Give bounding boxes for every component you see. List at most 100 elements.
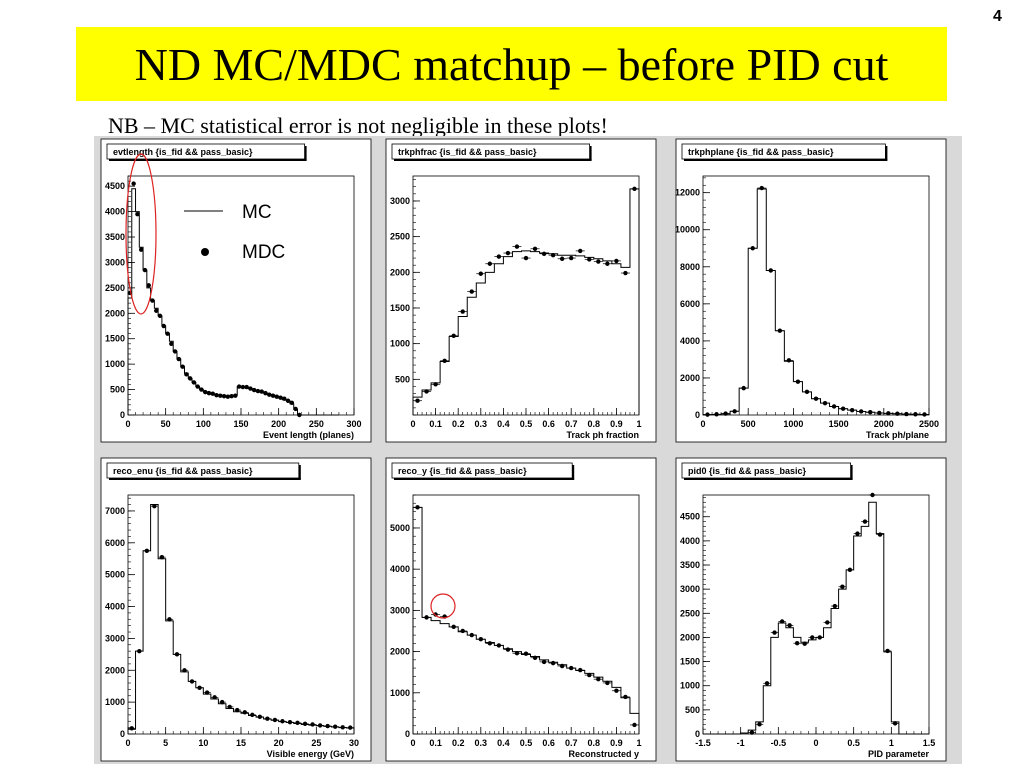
mdc-point <box>757 722 762 727</box>
y-tick-label: 1000 <box>680 681 700 691</box>
mdc-point <box>267 392 272 397</box>
y-tick-label: 3000 <box>680 584 700 594</box>
y-tick-label: 3000 <box>390 605 410 615</box>
histogram-panel: reco_y {is_fid && pass_basic} 0 0.1 0.2 0.3 0… <box>385 457 657 762</box>
mdc-point <box>199 387 204 392</box>
mdc-point <box>159 554 165 560</box>
plot-frame <box>702 175 930 416</box>
x-tick-label: 0.5 <box>847 738 860 748</box>
y-tick-label: 8000 <box>680 262 700 272</box>
mdc-point <box>514 244 520 249</box>
x-tick-label: 0.9 <box>610 738 623 748</box>
y-tick-label: 2000 <box>105 665 125 675</box>
mdc-point <box>859 409 864 414</box>
mdc-point <box>559 663 565 669</box>
mdc-point <box>131 181 136 186</box>
mdc-point <box>885 648 890 654</box>
mdc-point <box>221 393 227 399</box>
y-tick-label: 500 <box>110 385 125 395</box>
y-tick-label: 5000 <box>105 570 125 580</box>
mdc-point <box>779 619 785 624</box>
mdc-point <box>250 712 255 718</box>
mdc-point <box>152 503 157 509</box>
mdc-point <box>415 505 420 510</box>
highlight-ellipse <box>125 153 157 315</box>
mdc-point <box>210 391 215 396</box>
x-tick-label: 0.4 <box>497 738 510 748</box>
x-tick-label: 0.7 <box>565 419 578 429</box>
x-tick-label: 100 <box>196 419 211 429</box>
mdc-point <box>795 379 801 384</box>
mdc-point <box>340 725 345 730</box>
mdc-point <box>825 620 830 625</box>
y-tick-label: 2000 <box>105 308 125 318</box>
mdc-point <box>154 308 159 313</box>
mdc-point <box>632 722 637 728</box>
mdc-point <box>478 637 483 642</box>
panel-background <box>385 138 657 443</box>
mdc-point <box>786 358 792 363</box>
x-tick-label: -0.5 <box>771 738 787 748</box>
mdc-point <box>559 256 565 261</box>
y-tick-label: 6000 <box>680 299 700 309</box>
x-tick-label: 0.9 <box>610 419 623 429</box>
mdc-point <box>614 258 619 264</box>
mdc-point <box>129 726 134 731</box>
mdc-point <box>487 261 493 266</box>
mdc-point <box>632 186 637 192</box>
histogram-panel: trkphplane {is_fid && pass_basic} 0 500 100… <box>675 138 947 443</box>
mdc-point <box>764 681 770 686</box>
mdc-point <box>469 632 474 638</box>
mdc-point <box>614 688 619 693</box>
x-tick-label: 150 <box>233 419 248 429</box>
mdc-point <box>415 398 420 403</box>
mdc-point <box>732 409 737 414</box>
mdc-point <box>302 721 308 727</box>
mdc-point <box>348 725 353 730</box>
mdc-point <box>263 390 268 396</box>
mdc-point <box>137 648 142 654</box>
mdc-point <box>257 714 263 719</box>
mdc-point <box>877 532 883 537</box>
mdc-point <box>317 723 323 728</box>
y-tick-label: 0 <box>120 729 125 739</box>
x-tick-label: 250 <box>309 419 324 429</box>
x-tick-label: 0.6 <box>542 738 555 748</box>
y-tick-label: 7000 <box>105 506 125 516</box>
y-tick-label: 2000 <box>680 632 700 642</box>
mdc-point <box>274 394 279 399</box>
mdc-point <box>605 261 610 266</box>
mdc-point <box>259 389 264 394</box>
mdc-point <box>180 364 185 369</box>
x-tick-label: 50 <box>161 419 171 429</box>
mdc-point <box>265 716 270 721</box>
mdc-point <box>523 255 529 261</box>
slide-title: ND MC/MDC matchup – before PID cut <box>134 38 889 90</box>
panel-title: reco_y {is_fid && pass_basic} <box>398 466 527 476</box>
x-tick-label: 2500 <box>919 419 939 429</box>
y-tick-label: 3000 <box>390 196 410 206</box>
mdc-point <box>442 358 447 363</box>
mdc-point <box>293 406 298 412</box>
mdc-point <box>285 398 291 403</box>
y-tick-label: 500 <box>685 705 700 715</box>
y-tick-label: 0 <box>695 729 700 739</box>
mdc-point <box>886 411 891 416</box>
mdc-point <box>777 328 783 333</box>
mdc-point <box>723 411 728 416</box>
highlight-circle <box>430 593 456 619</box>
x-tick-label: 0.2 <box>452 738 465 748</box>
mdc-point <box>174 652 180 657</box>
x-tick-label: 0.1 <box>429 419 442 429</box>
mdc-point <box>496 254 502 259</box>
mdc-point <box>813 396 819 401</box>
mdc-point <box>142 267 148 273</box>
mdc-point <box>847 567 853 573</box>
mdc-point <box>218 393 223 398</box>
y-tick-label: 2000 <box>390 647 410 657</box>
x-tick-label: 0.8 <box>588 738 601 748</box>
mdc-point <box>135 211 140 217</box>
x-tick-label: 500 <box>741 419 756 429</box>
mc-histogram-step <box>412 188 640 415</box>
mdc-point <box>233 393 238 398</box>
